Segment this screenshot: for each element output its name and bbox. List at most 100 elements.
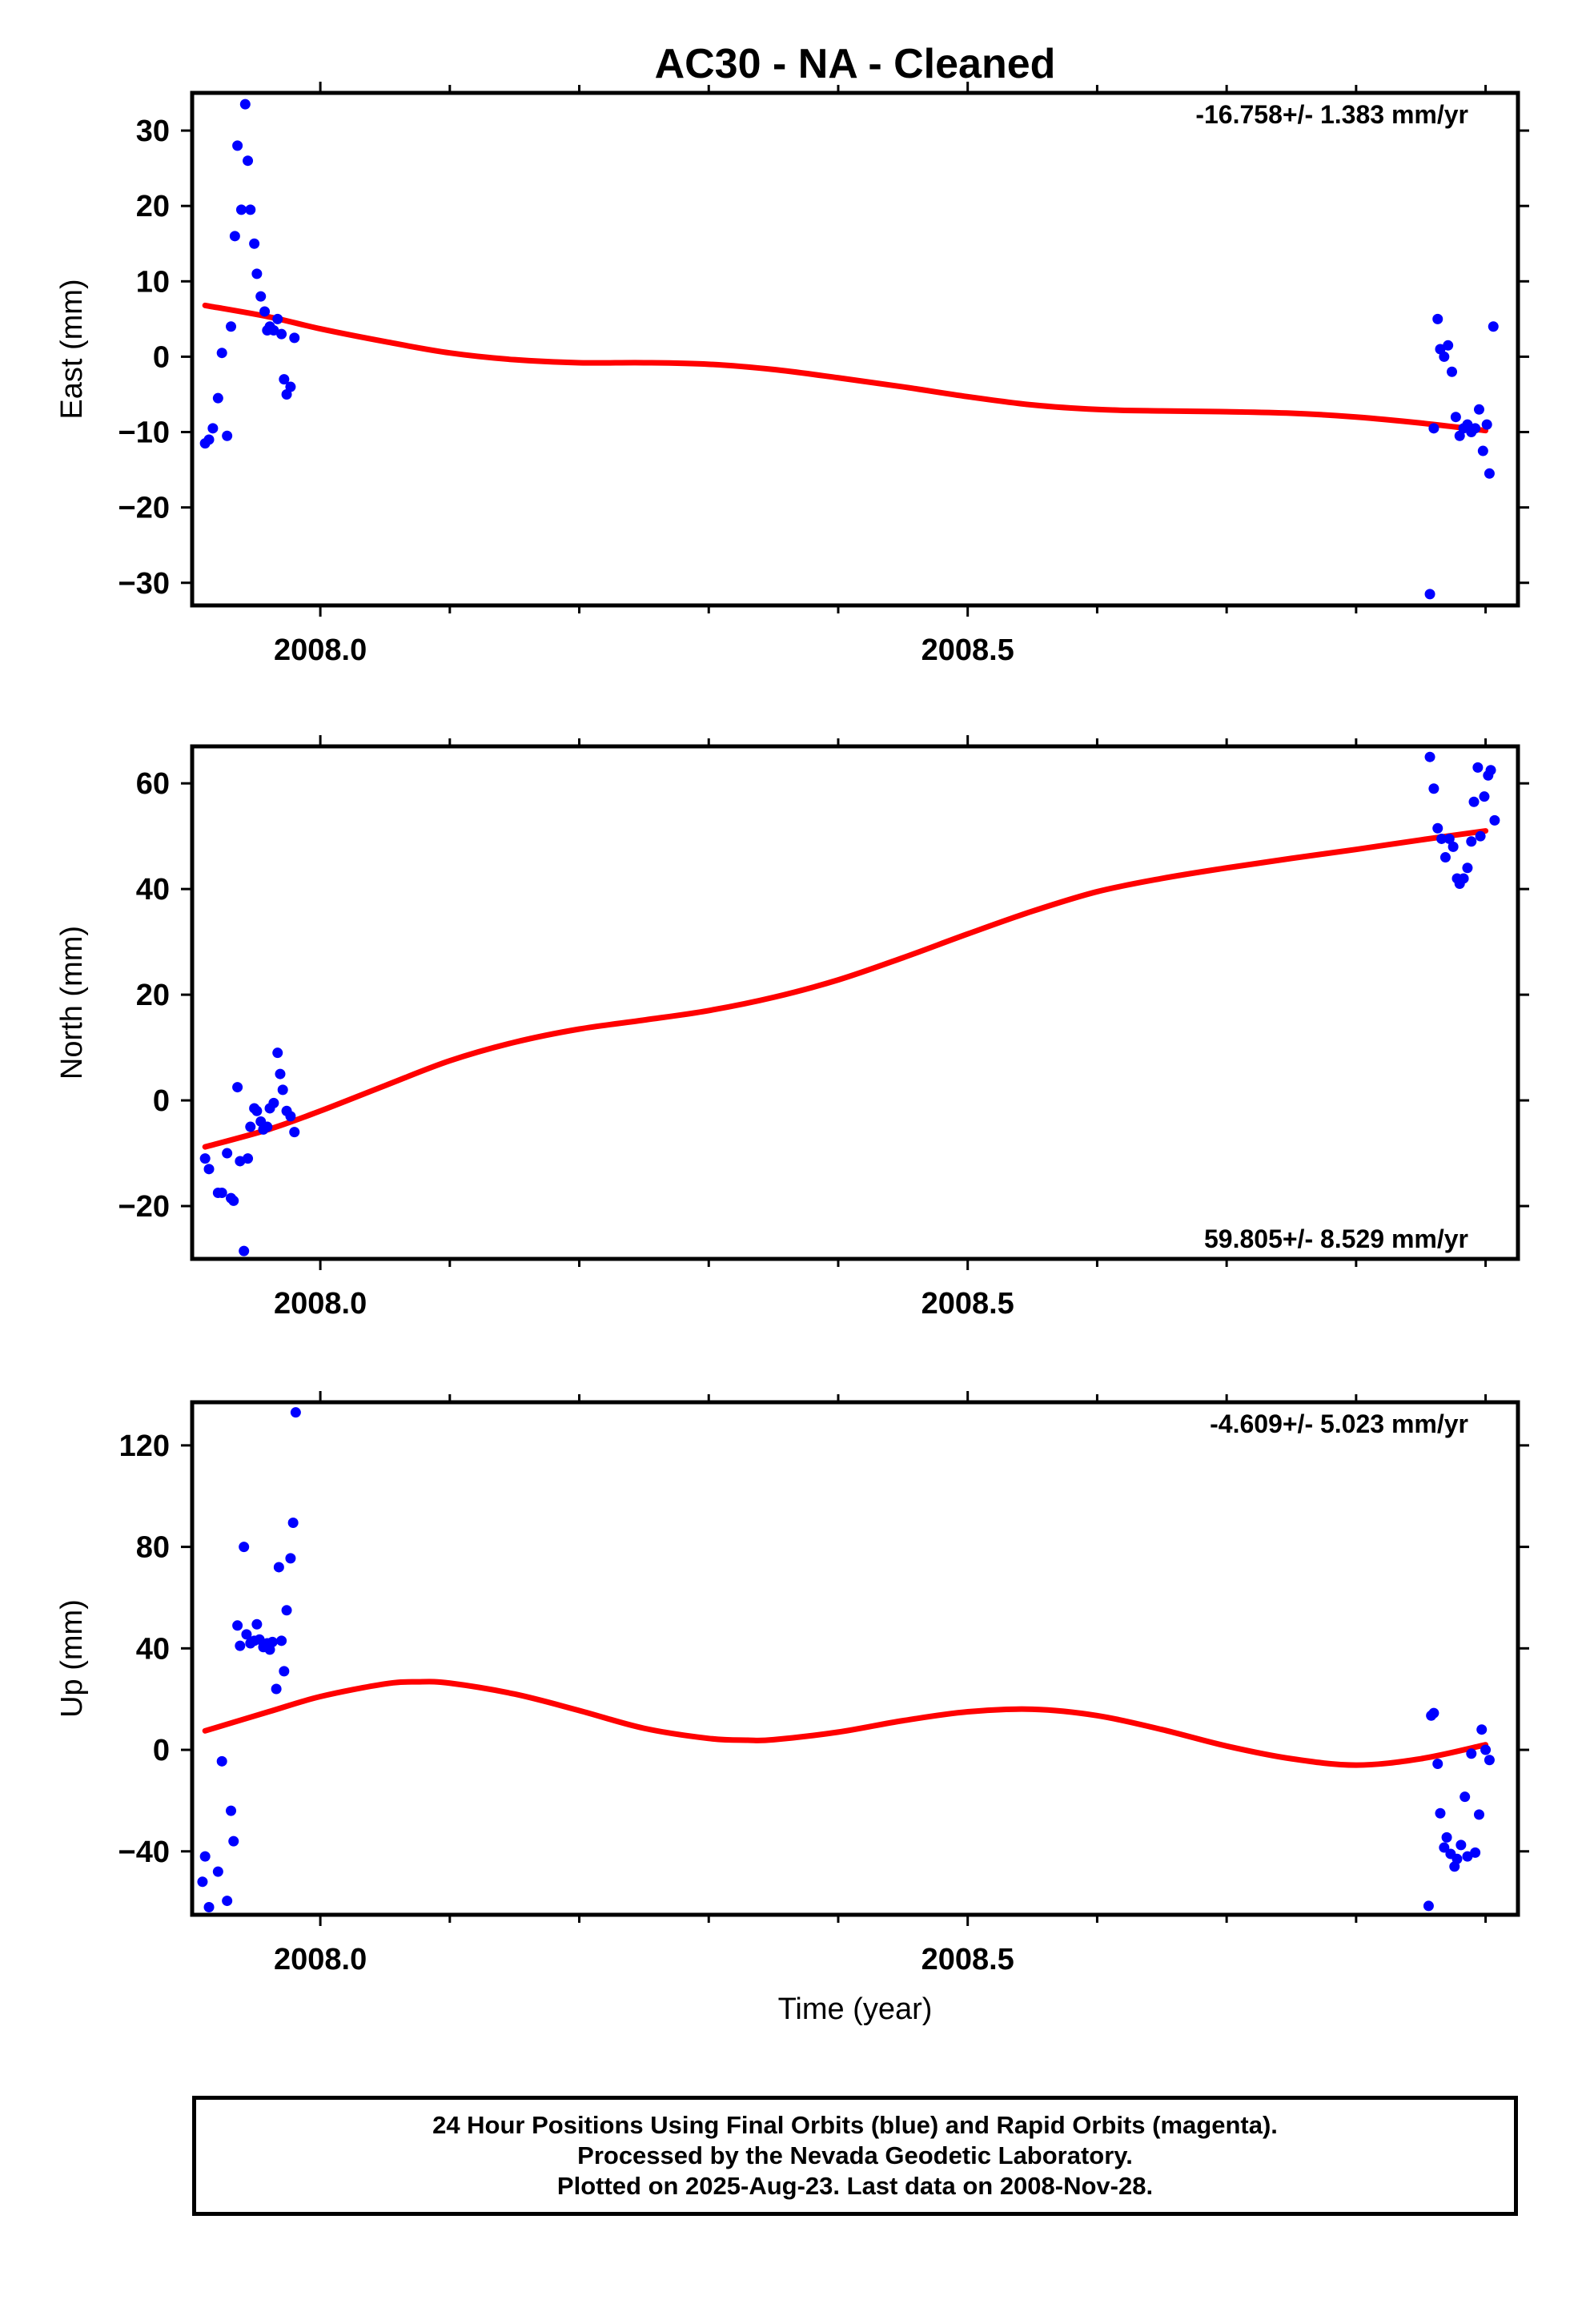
data-point: [216, 1188, 227, 1199]
data-point: [235, 204, 247, 215]
data-point: [1452, 1853, 1463, 1864]
data-point: [207, 423, 219, 434]
model-curve: [202, 1679, 1489, 1768]
data-point: [1432, 822, 1443, 834]
data-point: [262, 1121, 273, 1132]
x-tick-label: 2008.0: [274, 633, 367, 667]
data-point: [285, 1111, 296, 1122]
data-point: [1475, 830, 1486, 842]
data-point: [287, 1517, 299, 1528]
data-point: [222, 1148, 233, 1159]
data-point: [1473, 1809, 1484, 1820]
y-tick-label: 80: [136, 1531, 170, 1565]
plots-container: 2008.0 2008.5 −30 −20 −10 0 10 20 30 East (mm) -16…: [55, 82, 1529, 2026]
model-curve: [202, 828, 1489, 1150]
data-point: [279, 374, 290, 385]
data-point: [228, 1835, 239, 1847]
data-point: [245, 204, 256, 215]
footer-line-2: Processed by the Nevada Geodetic Laborat…: [577, 2141, 1133, 2169]
data-point: [239, 1245, 250, 1256]
data-point: [1456, 1839, 1467, 1851]
data-point: [1462, 1851, 1473, 1862]
data-point: [1439, 1842, 1450, 1853]
y-tick-label: −20: [118, 1190, 170, 1224]
data-point: [1439, 852, 1451, 863]
data-point: [199, 1851, 211, 1862]
data-point: [1466, 1748, 1477, 1759]
data-point: [276, 328, 287, 340]
data-point: [1428, 1707, 1439, 1719]
data-point: [268, 1097, 279, 1108]
y-tick-label: 10: [136, 265, 170, 299]
data-point: [1481, 419, 1492, 430]
footer-line-1: 24 Hour Positions Using Final Orbits (bl…: [432, 2111, 1278, 2139]
data-point: [232, 1620, 243, 1631]
y-tick-label: −20: [118, 492, 170, 525]
data-point: [203, 434, 215, 445]
data-point: [251, 1618, 263, 1630]
data-point: [1462, 862, 1473, 874]
data-point: [251, 268, 263, 279]
data-point: [1443, 833, 1455, 844]
data-point: [239, 99, 251, 110]
data-point: [1432, 313, 1443, 324]
y-tick-label: 0: [153, 340, 170, 374]
data-point: [1424, 589, 1435, 600]
data-point: [1443, 340, 1454, 351]
y-tick-label: 40: [136, 873, 170, 907]
data-point: [1468, 796, 1480, 807]
y-axis-label: East (mm): [55, 279, 89, 419]
data-point: [228, 1195, 239, 1206]
data-point: [272, 1047, 283, 1059]
rate-annotation: 59.805+/- 8.529 mm/yr: [1204, 1224, 1468, 1253]
y-tick-label: 60: [136, 767, 170, 801]
panel-north: 2008.0 2008.5 −20 0 20 40 60 North (mm) 59.805+/…: [55, 735, 1529, 1321]
data-point: [1432, 1758, 1443, 1769]
data-point: [243, 155, 254, 167]
data-point: [249, 238, 260, 249]
data-point: [232, 1082, 243, 1093]
x-tick-label: 2008.5: [921, 633, 1014, 667]
data-point: [1450, 412, 1461, 423]
y-tick-label: 0: [153, 1084, 170, 1118]
data-point: [222, 1896, 233, 1907]
data-point: [226, 321, 237, 332]
data-point: [212, 1866, 223, 1877]
data-point: [289, 1127, 300, 1138]
data-point: [1489, 814, 1500, 826]
data-point: [243, 1153, 254, 1164]
data-point: [277, 1084, 288, 1096]
plot-frame: [190, 90, 1520, 608]
data-point: [1424, 751, 1435, 762]
y-axis-label: North (mm): [55, 926, 89, 1080]
data-point: [1466, 836, 1477, 847]
x-tick-label: 2008.5: [921, 1943, 1014, 1976]
data-point: [281, 1605, 292, 1616]
data-point: [285, 381, 296, 392]
data-point: [1488, 321, 1499, 332]
footer-line-3: Plotted on 2025-Aug-23. Last data on 200…: [556, 2172, 1154, 2200]
y-tick-label: 20: [136, 190, 170, 223]
chart-title: AC30 - NA - Cleaned: [655, 41, 1056, 87]
data-point: [267, 1636, 278, 1647]
data-point: [1484, 468, 1495, 479]
y-tick-label: 120: [119, 1429, 170, 1463]
x-tick-label: 2008.5: [921, 1287, 1014, 1321]
data-point: [239, 1542, 250, 1553]
data-point: [272, 313, 283, 324]
data-point: [226, 1805, 237, 1816]
data-point: [1473, 404, 1484, 415]
y-tick-label: −40: [118, 1835, 170, 1869]
y-tick-label: 0: [153, 1734, 170, 1767]
data-point: [1439, 351, 1450, 362]
data-point: [1485, 765, 1496, 776]
data-point: [276, 1635, 287, 1647]
y-tick-label: 20: [136, 979, 170, 1012]
data-point: [1472, 762, 1484, 773]
data-point: [199, 1153, 211, 1164]
data-point: [1435, 1807, 1446, 1819]
data-point: [1480, 1744, 1492, 1755]
data-point: [1458, 873, 1469, 884]
data-point: [1436, 833, 1447, 844]
